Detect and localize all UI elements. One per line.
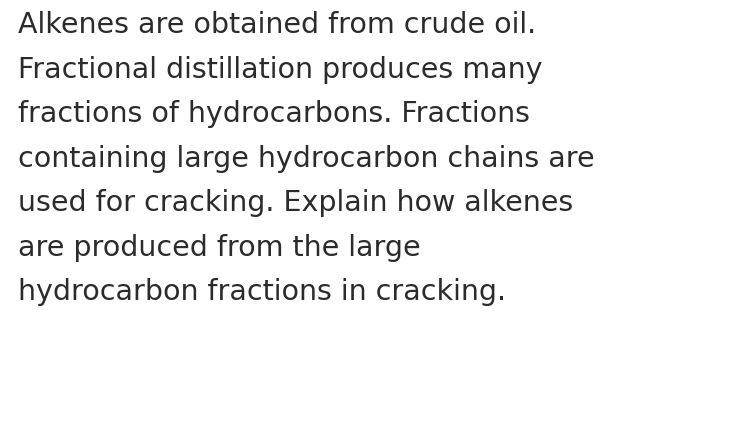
Text: Alkenes are obtained from crude oil.
Fractional distillation produces many
fract: Alkenes are obtained from crude oil. Fra… — [18, 11, 595, 306]
